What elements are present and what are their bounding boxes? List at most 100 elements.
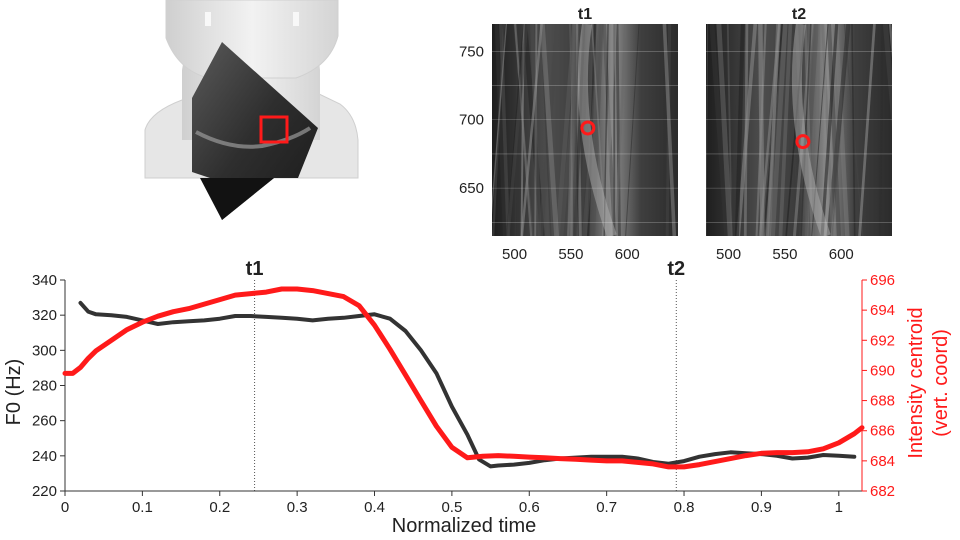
ultrasound-texture-streak — [736, 24, 758, 236]
x-tick-label: 0.3 — [287, 499, 308, 516]
ultrasound-texture-streak — [888, 24, 892, 58]
right-y-axis-label-line1: Intensity centroid — [905, 307, 927, 458]
left-y-tick-label: 340 — [32, 272, 57, 289]
left-y-tick-label: 280 — [32, 378, 57, 395]
panel-title-t1: t1 — [578, 6, 592, 23]
x-tick-label: 0.9 — [751, 499, 772, 516]
ultrasound-texture-streak — [506, 24, 529, 236]
x-tick-label: 0.2 — [209, 499, 230, 516]
ultrasound-texture-streak — [494, 24, 507, 236]
panel-x-tick-label: 550 — [558, 246, 583, 263]
ultrasound-texture-streak — [858, 24, 876, 236]
right-y-tick-label: 688 — [870, 393, 895, 410]
right-y-tick-label: 696 — [870, 272, 895, 289]
x-tick-label: 0.7 — [596, 499, 617, 516]
left-y-tick-label: 320 — [32, 307, 57, 324]
panel-x-tick-label: 500 — [502, 246, 527, 263]
x-tick-label: 0.6 — [519, 499, 540, 516]
ultrasound-texture-streak — [514, 24, 533, 236]
ultrasound-texture-streak — [662, 24, 677, 236]
ultrasound-texture-streak — [851, 24, 856, 236]
ultrasound-bright-band — [577, 24, 617, 236]
left-y-tick-label: 260 — [32, 413, 57, 430]
ultrasound-texture-streak — [709, 24, 730, 236]
panel-x-tick-label: 550 — [772, 246, 797, 263]
ultrasound-texture-streak — [591, 24, 607, 236]
main-line-chart: t1 t2 0 0.1 0.2 0.3 0.4 0.5 0.6 0.7 0.8 0.9 1 220 240… — [3, 258, 952, 537]
panel-x-tick-label: 600 — [615, 246, 640, 263]
right-y-tick-label: 682 — [870, 483, 895, 500]
panel-y-tick-label: 750 — [459, 43, 484, 60]
tracked-point-marker-t2 — [795, 134, 811, 150]
tracked-point-marker-t1 — [580, 120, 596, 136]
ultrasound-fan-image — [192, 42, 318, 220]
ultrasound-texture-streak — [826, 24, 842, 236]
right-y-tick-label: 686 — [870, 423, 895, 440]
ultrasound-fan-lower — [200, 178, 274, 220]
ultrasound-texture-streak — [615, 24, 621, 236]
fan-tissue-band — [195, 126, 312, 149]
head-neck-illustration — [144, 0, 359, 220]
x-tick-label: 1 — [835, 499, 843, 516]
ultrasound-texture-streak — [734, 24, 745, 236]
intensity-centroid-series-line — [62, 286, 865, 470]
ultrasound-texture-streak — [716, 24, 733, 236]
ultrasound-texture-streak — [492, 24, 507, 215]
ultrasound-texture-streak — [778, 24, 793, 236]
ultrasound-texture-streak — [601, 24, 617, 236]
head-shape — [165, 0, 339, 79]
ultrasound-texture-streak — [833, 24, 850, 236]
x-axis-label: Normalized time — [392, 515, 536, 537]
ultrasound-texture-streak — [530, 24, 542, 236]
region-of-interest-box — [259, 115, 289, 144]
ultrasound-panel-t1: t1 500 550 600 750 700 650 — [459, 6, 678, 263]
panel-x-tick-label: 500 — [716, 246, 741, 263]
left-y-tick-label: 300 — [32, 342, 57, 359]
ear-mark-right — [293, 12, 299, 26]
right-y-tick-label: 692 — [870, 332, 895, 349]
left-y-tick-label: 220 — [32, 483, 57, 500]
ultrasound-texture-streak — [820, 24, 839, 236]
ultrasound-texture-streak — [815, 24, 821, 236]
panel-title-t2: t2 — [792, 6, 806, 23]
ear-mark-left — [205, 12, 211, 26]
ultrasound-texture-streak — [770, 24, 788, 236]
panel-y-tick-label: 700 — [459, 112, 484, 129]
ultrasound-texture-streak — [539, 24, 560, 236]
ultrasound-texture-streak — [821, 24, 835, 236]
ultrasound-texture-streak — [755, 24, 767, 236]
ultrasound-texture-streak — [882, 24, 892, 129]
right-y-tick-label: 694 — [870, 302, 895, 319]
right-y-axis-label-line2: (vert. coord) — [930, 329, 952, 437]
ultrasound-texture-streak — [706, 24, 709, 236]
right-y-tick-label: 690 — [870, 362, 895, 379]
ultrasound-texture-streak — [520, 24, 543, 236]
ultrasound-texture-streak — [577, 24, 596, 236]
ultrasound-texture-streak — [614, 24, 627, 236]
ultrasound-texture-streak — [625, 24, 640, 236]
ultrasound-texture-streak — [785, 24, 806, 236]
x-tick-label: 0.1 — [132, 499, 153, 516]
x-tick-label: 0.4 — [364, 499, 385, 516]
ultrasound-texture-streak — [803, 24, 814, 236]
ultrasound-texture-streak — [811, 24, 829, 236]
ultrasound-texture-streak — [800, 24, 812, 236]
right-y-tick-label: 684 — [870, 453, 895, 470]
time-marker-t1-label: t1 — [246, 258, 264, 280]
left-y-axis-label: F0 (Hz) — [3, 359, 25, 426]
ultrasound-texture-streak — [571, 24, 578, 236]
ultrasound-bright-band — [791, 24, 831, 236]
time-marker-t2-label: t2 — [667, 258, 685, 280]
x-tick-label: 0 — [61, 499, 69, 516]
x-tick-label: 0.8 — [674, 499, 695, 516]
f0-series-line — [78, 300, 857, 469]
ultrasound-texture-streak — [758, 24, 781, 236]
x-tick-label: 0.5 — [441, 499, 462, 516]
ultrasound-texture-streak — [603, 24, 609, 236]
left-y-tick-label: 240 — [32, 448, 57, 465]
panel-x-tick-label: 600 — [829, 246, 854, 263]
panel-y-tick-label: 650 — [459, 180, 484, 197]
ultrasound-panel-t2: t2 500 550 600 — [706, 6, 892, 263]
ultrasound-texture-streak — [878, 24, 884, 236]
